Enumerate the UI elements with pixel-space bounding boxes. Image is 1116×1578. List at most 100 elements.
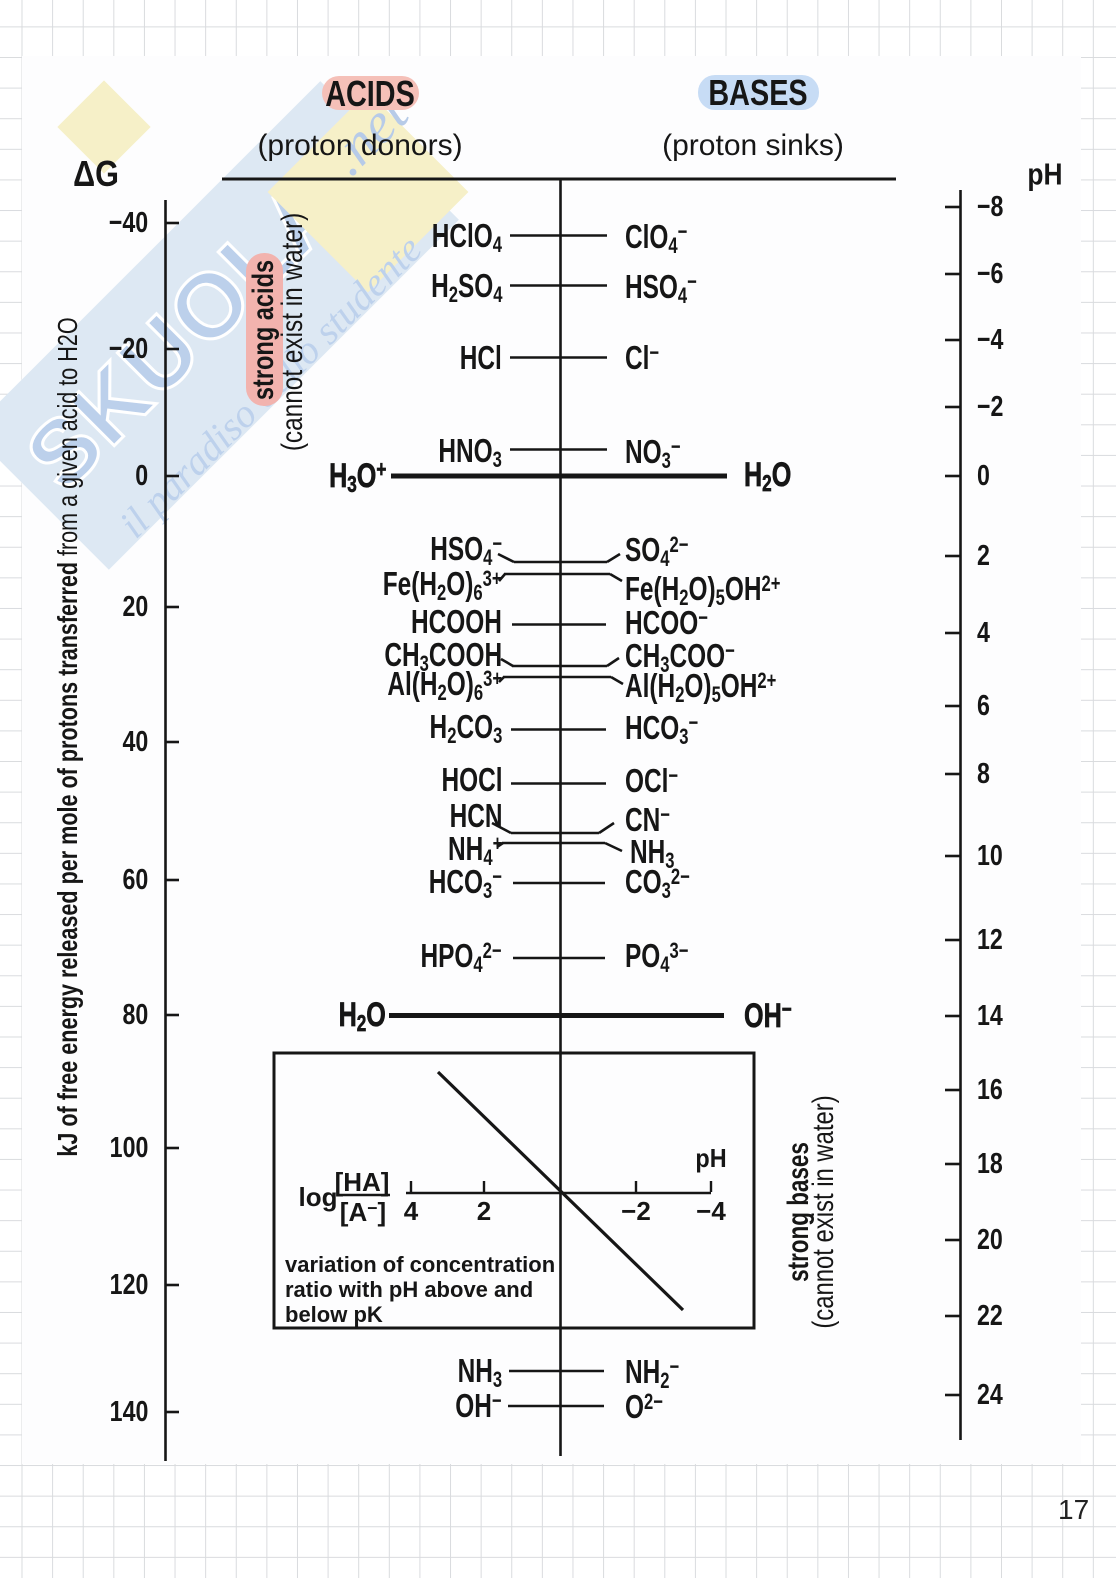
ph-tick-label-text: −4 [977,324,1004,356]
base-label: O2− [625,1390,676,1424]
watermark-diamond-large [267,91,469,293]
acid-label: NH4+ [429,830,502,870]
base-label: PO43− [625,937,711,977]
inset-tick-label: −2 [621,1198,651,1224]
base-label-text: CH3COO− [625,637,735,677]
acid-label: CH3COOH [343,636,502,676]
acid-label-text: HClO4 [431,217,502,257]
base-label-text: SO42− [625,531,689,571]
base-label: NH2− [625,1355,698,1392]
acid-label: HCl [445,341,502,375]
base-label: CO32− [625,863,713,903]
dg-tick-lines [165,221,179,1414]
ph-tick-label-text: 16 [977,1074,1003,1106]
base-label: Fe(H2O)5OH2+ [625,572,835,609]
dg-tick-label: 120 [100,1270,148,1300]
ph-tick-label: 16 [977,1075,1009,1105]
acid-label-text: H2O [338,996,386,1037]
base-label-text: Al(H2O)5OH2+ [625,667,777,707]
dg-tick-label: 100 [100,1133,148,1163]
ph-tick-label: 10 [977,841,1009,871]
base-label-text: HSO4− [625,268,697,308]
ph-tick-label: −8 [977,192,1010,222]
acid-label-text: HSO4− [430,530,502,570]
ph-tick-label-text: −6 [977,258,1004,290]
base-label-text: H2O [744,456,792,497]
inset-log-label: log [298,1182,338,1212]
pair-group-hcn-nh4 [491,821,623,853]
base-label-text: CN− [625,801,670,838]
inset-tick-lines [409,1181,713,1192]
dg-tick-label: 20 [116,592,148,622]
base-label: NO3− [625,435,700,472]
bases-title: BASES [708,72,808,113]
strong-bases-note: (cannot exist in water) [807,1095,840,1329]
base-label-text: ClO4− [625,218,688,258]
acid-label-text: NH3 [457,1352,502,1392]
ph-tick-label: −4 [977,325,1010,355]
ph-tick-label: 2 [977,541,993,571]
dg-tick-label: −20 [99,334,148,364]
ph-tick-label: 18 [977,1149,1009,1179]
acid-label-text: H2CO3 [429,708,502,748]
inset-caption-line1: variation of concentration [285,1252,556,1277]
acid-label-text: HPO42− [420,937,502,977]
acid-label-text: CH3COOH [384,636,502,676]
base-label: H2O [744,456,808,497]
base-label-text: OCl− [625,762,679,799]
acids-subtitle: (proton donors) [257,129,463,162]
base-label-text: HCO3− [625,709,699,749]
acid-label-text: Fe(H2O)63+ [383,565,502,605]
acid-label-text: HNO3 [438,432,502,472]
ph-axis-title: pH [1027,156,1063,192]
bases-highlight-pill [698,75,819,110]
dg-axis-title: ΔG [73,153,119,194]
acid-label: HCOOH [379,605,502,639]
acid-label-text: NH4+ [447,830,502,870]
dg-tick-label: 0 [132,461,148,491]
acid-label: H2O [322,996,386,1037]
acid-label: Al(H2O)63+ [347,667,502,704]
base-label: HCO3− [625,709,724,749]
dg-tick-label-text: −20 [108,333,148,365]
ph-tick-label-text: 10 [977,840,1003,872]
dg-tick-label-text: 40 [122,726,148,758]
ph-tick-label: 6 [977,691,993,721]
inset-tick-label-text: 2 [476,1196,492,1226]
single-row-lines [508,234,607,1408]
inset-caption-line3: below pK [285,1302,383,1327]
base-label-text: Cl− [625,339,660,376]
ph-tick-lines [945,205,960,1397]
base-label: SO42− [625,531,711,571]
base-label-text: OH− [744,996,792,1035]
inset-tick-label-text: −2 [621,1196,651,1226]
inset-tick-label-text: −4 [696,1196,726,1226]
inset-fraction-numerator: [HA] [334,1167,390,1197]
ph-tick-label-text: 12 [977,924,1003,956]
acid-label-text: H3O+ [328,456,386,498]
inset-caption-line2: ratio with pH above and [285,1277,534,1302]
inset-tick-label: −4 [696,1198,726,1224]
base-label-text: CO32− [625,863,690,903]
inset-caption: variation of concentration ratio with pH… [285,1252,555,1327]
inset-tick-label: 2 [477,1198,491,1224]
ph-tick-label-text: 6 [977,690,990,722]
acid-label: HNO3 [416,432,502,472]
ph-tick-label-text: 24 [977,1379,1003,1411]
inset-box [272,1051,756,1330]
base-label-text: PO43− [625,937,689,977]
ph-tick-label: 22 [977,1301,1009,1331]
base-label: Al(H2O)5OH2+ [625,667,830,707]
inset-diagonal-line [436,1070,685,1312]
ph-tick-label: −2 [977,392,1010,422]
ph-tick-label: −6 [977,259,1010,289]
base-label: HSO4− [625,268,722,308]
acid-label-text: HCl [459,339,502,376]
dg-tick-label: 40 [116,727,148,757]
dg-tick-label-text: −40 [108,207,148,239]
dg-axis-caption: kJ of free energy released per mole of p… [52,317,83,1157]
ph-tick-label-text: −2 [977,391,1004,423]
base-label: ClO4− [625,218,709,258]
dg-tick-label: 60 [116,865,148,895]
